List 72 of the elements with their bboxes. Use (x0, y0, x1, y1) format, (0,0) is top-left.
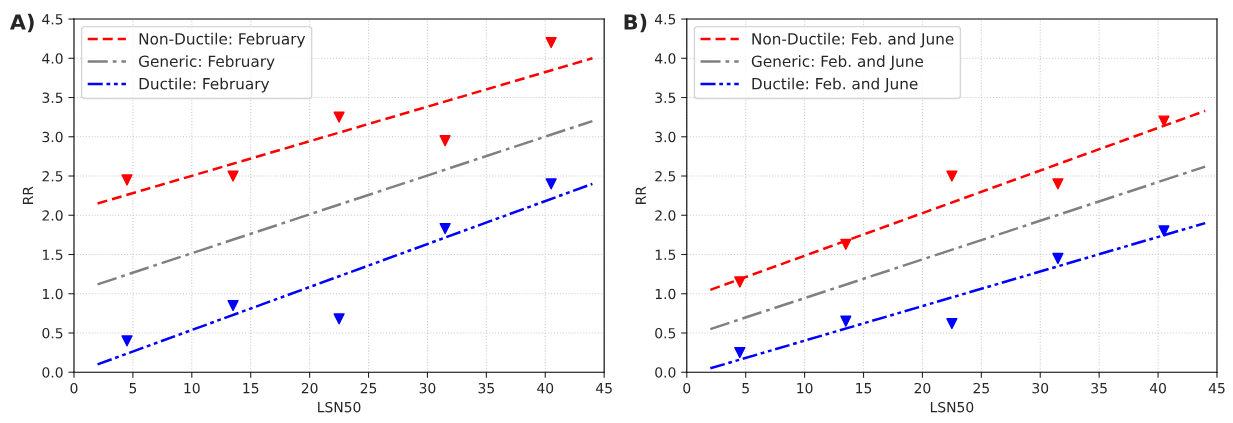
point (545, 36, 557, 49)
x-tick-label: 40 (537, 382, 554, 394)
x-axis-title: LSN50 (930, 401, 974, 413)
y-axis-title: RR (635, 186, 646, 204)
x-tick-label: 40 (1149, 382, 1166, 394)
x-tick-label: 20 (914, 382, 931, 394)
x-tick-label: 25 (360, 382, 377, 394)
y-tick-label: 0.0 (42, 367, 63, 378)
y-tick-label: 3.0 (655, 131, 676, 143)
x-tick-label: 35 (478, 382, 494, 394)
x-tick-label: 30 (419, 382, 436, 394)
point (439, 135, 451, 147)
x-tick-label: 45 (1208, 383, 1225, 394)
y-tick-label: 0.5 (42, 327, 63, 339)
x-tick-label: 45 (596, 383, 612, 394)
y-tick-label: 3.5 (42, 92, 63, 103)
point (227, 299, 239, 312)
y-tick-label: 4.5 (42, 14, 63, 25)
y-tick-label: 3.5 (655, 92, 676, 103)
x-tick-label: 15 (243, 383, 259, 394)
y-tick-label: 2.5 (42, 170, 63, 182)
y-tick-label: 1.0 (655, 288, 676, 300)
legend-label: Generic: February (139, 55, 275, 70)
point (734, 347, 746, 359)
x-tick-label: 5 (742, 383, 749, 394)
x-tick-label: 15 (856, 383, 872, 394)
y-tick-label: 1.5 (655, 249, 676, 260)
y-tick-label: 3.0 (42, 131, 63, 143)
point (333, 313, 345, 325)
point (121, 335, 133, 347)
point (227, 170, 239, 182)
x-tick-label: 35 (1091, 382, 1107, 394)
text: A) (9, 13, 34, 33)
x-tick-label: 0 (683, 382, 691, 394)
y-tick-label: 2.0 (655, 210, 676, 221)
legend-label: Non-Ductile: February (139, 32, 306, 48)
y-tick-label: 1.0 (43, 288, 63, 300)
y-tick-label: 0.0 (655, 367, 676, 378)
x-tick-label: 10 (797, 382, 813, 394)
y-axis-title: RR (22, 186, 34, 204)
y-tick-label: 4.0 (654, 53, 676, 64)
point (121, 174, 133, 186)
legend-label: Ductile: February (139, 77, 270, 93)
x-tick-label: 5 (129, 383, 137, 394)
x-axis-title: LSN50 (318, 401, 361, 413)
y-tick-label: 1.5 (43, 249, 63, 260)
point (1052, 252, 1064, 265)
legend-label: Non-Ductile: Feb. and June (752, 32, 954, 48)
text: B) (624, 13, 647, 33)
y-tick-label: 4.0 (42, 53, 63, 64)
point (439, 222, 451, 235)
point (545, 178, 557, 190)
point (840, 238, 852, 250)
x-tick-label: 30 (1032, 382, 1049, 394)
y-tick-label: 2.5 (655, 170, 676, 182)
point (1158, 115, 1170, 127)
point (1052, 178, 1064, 190)
legend-label: Generic: Feb. and June (751, 55, 924, 70)
x-tick-label: 0 (70, 382, 78, 394)
point (946, 170, 958, 182)
y-tick-label: 0.5 (655, 327, 676, 339)
point (840, 315, 852, 327)
point (1158, 225, 1170, 237)
point (333, 111, 345, 123)
y-tick-label: 4.5 (654, 14, 676, 25)
legend-label: Ductile: Feb. and June (752, 77, 918, 93)
point (946, 317, 958, 330)
x-tick-label: 20 (301, 382, 318, 394)
x-tick-label: 10 (184, 382, 200, 394)
x-tick-label: 25 (973, 382, 989, 394)
y-tick-label: 2.0 (42, 210, 63, 221)
point (734, 276, 746, 288)
